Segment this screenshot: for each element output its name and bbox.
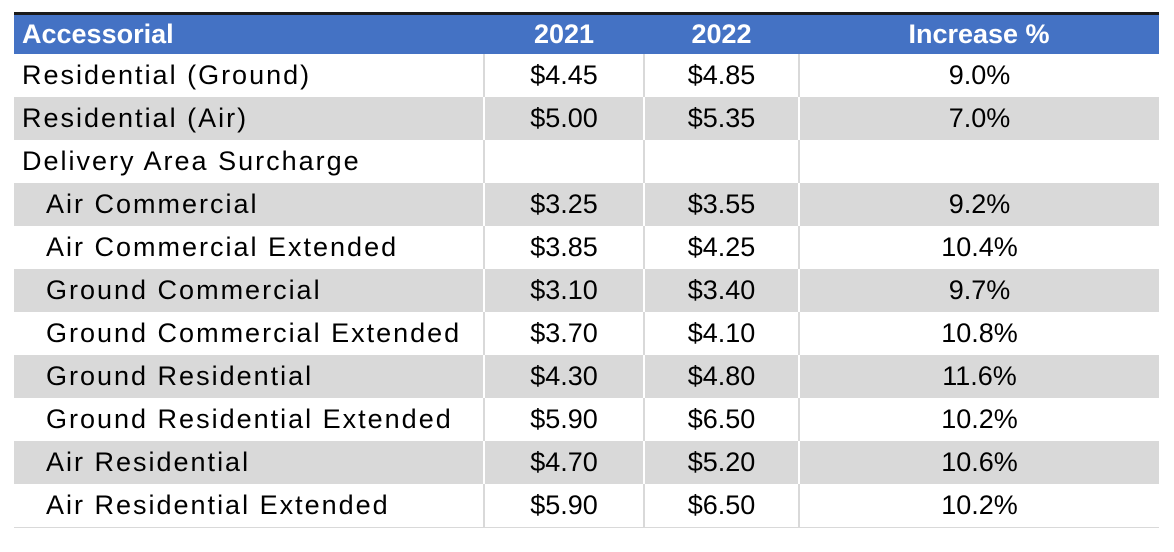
header-increase: Increase % xyxy=(799,15,1159,54)
cell-increase: 11.6% xyxy=(798,355,1159,398)
row-label: Ground Commercial xyxy=(14,269,484,312)
cell-2021: $4.30 xyxy=(483,355,644,398)
cell-2022: $4.25 xyxy=(643,226,799,269)
cell-increase: 10.8% xyxy=(798,312,1159,355)
table-row: Delivery Area Surcharge xyxy=(14,140,1159,183)
table-row: Air Commercial Extended $3.85 $4.25 10.4% xyxy=(14,226,1159,269)
row-label: Air Commercial Extended xyxy=(14,226,484,269)
cell-2022: $5.20 xyxy=(643,441,799,484)
table-row: Air Commercial $3.25 $3.55 9.2% xyxy=(14,183,1159,226)
row-label: Air Residential xyxy=(14,441,484,484)
cell-increase: 9.2% xyxy=(798,183,1159,226)
header-accessorial: Accessorial xyxy=(14,15,484,54)
table-row: Ground Commercial Extended $3.70 $4.10 10.8… xyxy=(14,312,1159,355)
table-row: Ground Residential $4.30 $4.80 11.6% xyxy=(14,355,1159,398)
cell-increase: 9.0% xyxy=(798,54,1159,97)
cell-2021: $5.90 xyxy=(483,484,644,528)
header-2022: 2022 xyxy=(644,15,799,54)
table-row: Air Residential $4.70 $5.20 10.6% xyxy=(14,441,1159,484)
cell-2022: $6.50 xyxy=(643,484,799,528)
row-label: Air Commercial xyxy=(14,183,484,226)
row-label: Ground Residential Extended xyxy=(14,398,484,441)
row-label: Residential (Ground) xyxy=(14,54,484,97)
table-row: Residential (Ground) $4.45 $4.85 9.0% xyxy=(14,54,1159,97)
rate-table-container: Accessorial 2021 2022 Increase % Residen… xyxy=(14,12,1159,528)
cell-2021: $4.45 xyxy=(483,54,644,97)
cell-increase: 10.2% xyxy=(798,484,1159,528)
header-row: Accessorial 2021 2022 Increase % xyxy=(14,15,1159,54)
cell-increase xyxy=(798,140,1159,183)
cell-2021: $4.70 xyxy=(483,441,644,484)
cell-2021: $3.10 xyxy=(483,269,644,312)
cell-increase: 10.6% xyxy=(798,441,1159,484)
table-row: Ground Residential Extended $5.90 $6.50 10.… xyxy=(14,398,1159,441)
row-label: Ground Residential xyxy=(14,355,484,398)
accessorial-rate-table: Accessorial 2021 2022 Increase % Residen… xyxy=(14,15,1159,528)
row-label: Air Residential Extended xyxy=(14,484,484,528)
header-2021: 2021 xyxy=(484,15,644,54)
cell-2021: $5.90 xyxy=(483,398,644,441)
cell-2021: $5.00 xyxy=(483,97,644,140)
cell-2021 xyxy=(483,140,644,183)
cell-increase: 9.7% xyxy=(798,269,1159,312)
cell-2022: $4.80 xyxy=(643,355,799,398)
cell-increase: 10.2% xyxy=(798,398,1159,441)
cell-2022: $6.50 xyxy=(643,398,799,441)
cell-2022: $3.40 xyxy=(643,269,799,312)
table-row: Air Residential Extended $5.90 $6.50 10.2% xyxy=(14,484,1159,528)
cell-2021: $3.25 xyxy=(483,183,644,226)
table-row: Residential (Air) $5.00 $5.35 7.0% xyxy=(14,97,1159,140)
cell-2021: $3.85 xyxy=(483,226,644,269)
cell-increase: 10.4% xyxy=(798,226,1159,269)
table-row: Ground Commercial $3.10 $3.40 9.7% xyxy=(14,269,1159,312)
row-label: Ground Commercial Extended xyxy=(14,312,484,355)
cell-2022: $5.35 xyxy=(643,97,799,140)
cell-2022: $4.85 xyxy=(643,54,799,97)
cell-2022: $3.55 xyxy=(643,183,799,226)
row-label: Delivery Area Surcharge xyxy=(14,140,484,183)
cell-2022 xyxy=(643,140,799,183)
cell-2022: $4.10 xyxy=(643,312,799,355)
cell-2021: $3.70 xyxy=(483,312,644,355)
cell-increase: 7.0% xyxy=(798,97,1159,140)
row-label: Residential (Air) xyxy=(14,97,484,140)
